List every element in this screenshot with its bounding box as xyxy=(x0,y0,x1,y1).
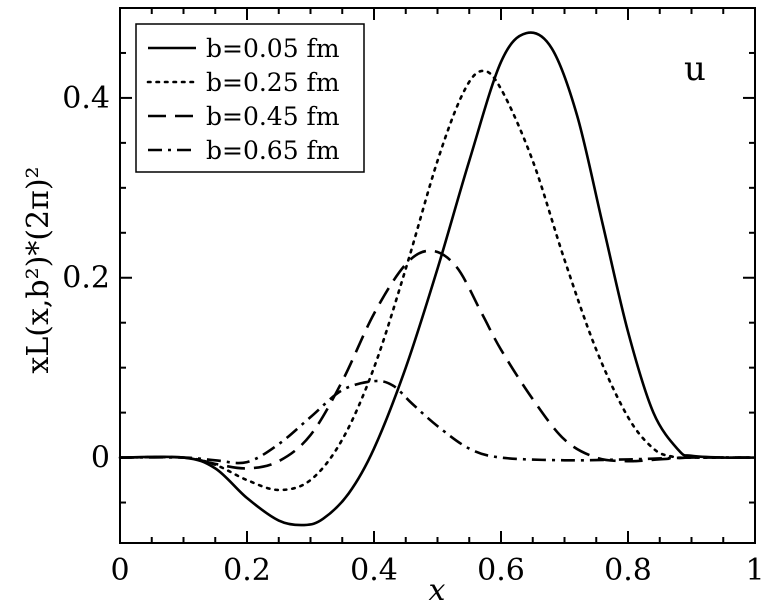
panel-label: u xyxy=(684,49,706,89)
x-tick-label: 0.6 xyxy=(477,553,525,588)
x-tick-label: 0 xyxy=(110,553,129,588)
series-line-2 xyxy=(118,69,757,492)
x-tick-label: 0.8 xyxy=(604,553,652,588)
x-tick-label: 1 xyxy=(745,553,763,588)
legend: b=0.05 fm b=0.25 fm b=0.45 fm b=0.65 fm xyxy=(135,23,365,173)
x-axis-title: x xyxy=(429,573,446,603)
legend-label-2: b=0.25 fm xyxy=(206,68,340,97)
y-axis-title: xL(x,b²)*(2π)² xyxy=(21,166,56,373)
legend-label-1: b=0.05 fm xyxy=(206,34,340,63)
legend-items: b=0.05 fm b=0.25 fm b=0.45 fm b=0.65 fm xyxy=(146,34,340,165)
legend-label-4: b=0.65 fm xyxy=(206,136,340,165)
series-line-4 xyxy=(119,379,756,465)
y-tick-label: 0.2 xyxy=(62,261,110,296)
series-line-3 xyxy=(119,249,756,470)
axis-tick-labels: 0 0.2 0.4 0.6 0.8 1 0 0.2 0.4 xyxy=(62,81,763,588)
x-tick-label: 0.4 xyxy=(350,553,398,588)
legend-label-3: b=0.45 fm xyxy=(206,102,340,131)
series-line-1 xyxy=(119,31,756,527)
y-tick-label: 0 xyxy=(91,441,110,476)
y-tick-label: 0.4 xyxy=(62,81,110,116)
series-layer xyxy=(118,31,757,527)
x-tick-label: 0.2 xyxy=(223,553,271,588)
